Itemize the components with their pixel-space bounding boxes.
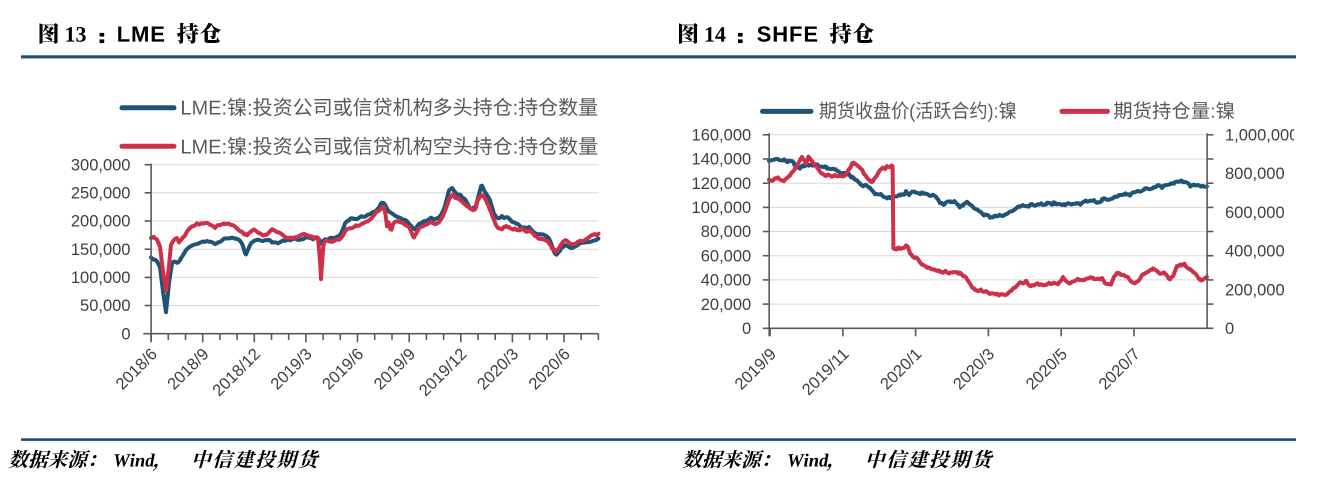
svg-text:0: 0 (121, 325, 130, 343)
svg-text:140,000: 140,000 (692, 151, 752, 169)
svg-text:80,000: 80,000 (701, 223, 751, 241)
svg-text:60,000: 60,000 (701, 247, 751, 265)
svg-text:1,000,000: 1,000,000 (1225, 127, 1298, 145)
svg-text:200,000: 200,000 (71, 213, 131, 231)
svg-text:0: 0 (1225, 320, 1234, 338)
svg-text:800,000: 800,000 (1225, 165, 1285, 183)
svg-text:300,000: 300,000 (71, 156, 131, 174)
svg-text:120,000: 120,000 (692, 175, 752, 193)
svg-text:20,000: 20,000 (701, 296, 751, 314)
svg-text:0: 0 (742, 320, 751, 338)
svg-text:150,000: 150,000 (71, 241, 131, 259)
svg-text:200,000: 200,000 (1225, 281, 1285, 299)
svg-text:100,000: 100,000 (692, 199, 752, 217)
svg-text:250,000: 250,000 (71, 185, 131, 203)
svg-text:400,000: 400,000 (1225, 243, 1285, 261)
svg-text:40,000: 40,000 (701, 272, 751, 290)
svg-text:160,000: 160,000 (692, 127, 752, 145)
svg-text:600,000: 600,000 (1225, 204, 1285, 222)
svg-text:50,000: 50,000 (80, 297, 130, 315)
svg-text:100,000: 100,000 (71, 269, 131, 287)
